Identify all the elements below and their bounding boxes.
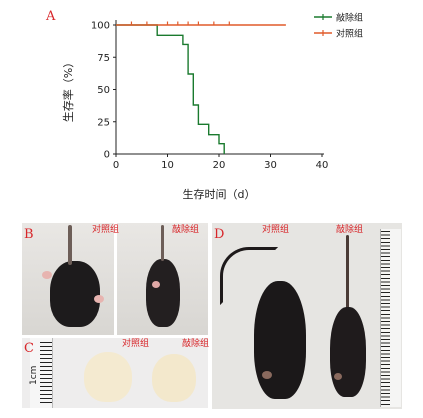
panel-d-control-label: 对照组 <box>262 225 290 235</box>
ruler-1cm-label: 1cm <box>29 365 39 385</box>
control-mouse-body <box>50 261 100 327</box>
panel-b-label: B <box>24 227 34 242</box>
panel-b-control-label: 对照组 <box>92 225 120 235</box>
panel-b-knockout-label: 敲除组 <box>172 225 200 235</box>
legend-label-1: 敲除组 <box>336 12 363 24</box>
control-mouse-paw-left <box>42 271 52 279</box>
brain-knockout <box>152 354 196 402</box>
photo-c <box>22 338 208 408</box>
ruler-ticks <box>40 342 52 404</box>
control-mouse-d-ear <box>262 371 272 379</box>
x-tick-label: 10 <box>161 160 174 171</box>
y-axis-label: 生存率（%） <box>61 57 75 122</box>
y-tick-label: 0 <box>104 150 110 161</box>
legend-label-2: 对照组 <box>336 28 363 40</box>
knockout-mouse-paw <box>152 281 160 288</box>
control-mouse-tail <box>68 225 72 265</box>
control-mouse-d-tail <box>220 247 278 305</box>
panel-d-label: D <box>214 227 225 242</box>
photo-d <box>212 223 402 409</box>
x-axis-label: 生存时间（d） <box>183 187 256 201</box>
panel-c-knockout-label: 敲除组 <box>182 339 210 349</box>
series-line-1 <box>116 24 225 154</box>
panel-c-label: C <box>24 341 34 356</box>
x-tick-label: 20 <box>213 160 226 171</box>
ruler-d-ticks <box>381 231 390 405</box>
x-tick-label: 0 <box>113 160 119 171</box>
photo-b-divider <box>114 223 117 335</box>
y-tick-label: 75 <box>97 53 110 64</box>
knockout-mouse-d-body <box>330 307 366 397</box>
panel-a-label: A <box>46 9 56 24</box>
panel-c-control-label: 对照组 <box>122 339 150 349</box>
control-mouse-d-body <box>254 281 306 399</box>
panel-d-knockout-label: 敲除组 <box>336 225 364 235</box>
y-tick-label: 50 <box>97 85 110 96</box>
photo-b <box>22 223 208 335</box>
knockout-mouse-d-tail <box>346 235 349 311</box>
brain-control <box>84 352 132 402</box>
y-tick-label: 100 <box>91 21 110 32</box>
y-tick-label: 25 <box>97 117 110 128</box>
knockout-mouse-body <box>146 259 180 327</box>
knockout-mouse-d-ear <box>334 373 342 380</box>
knockout-mouse-tail <box>161 225 164 261</box>
x-tick-label: 40 <box>316 160 329 171</box>
control-mouse-paw-right <box>94 295 104 303</box>
x-tick-label: 30 <box>264 160 277 171</box>
